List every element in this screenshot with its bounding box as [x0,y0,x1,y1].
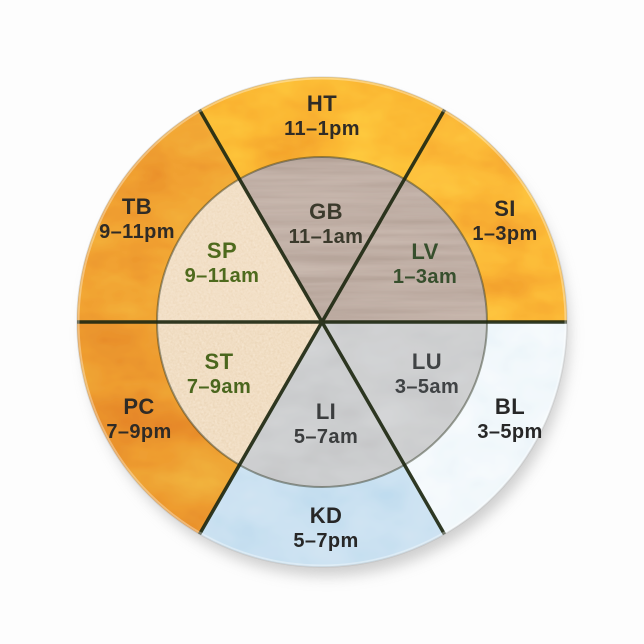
sector-ht-fire [199,76,445,180]
sector-ht-tint [199,76,445,180]
wedge-lu-metal [322,322,487,465]
sector-kd-tint [199,464,445,568]
wedge-lv-wood [322,179,487,322]
sector-pc-fire [77,322,240,535]
sector-tb-fire [76,109,240,322]
wedge-lu-tint [322,322,487,465]
sector-tb-tint [76,109,240,322]
sector-kd-water [199,464,445,568]
divider-lines [77,108,567,536]
sector-si-tint [404,109,567,322]
wedge-sp-earth [157,179,322,322]
plate-edge [76,76,568,568]
wedge-li-metal [239,322,405,488]
sector-si-fire [404,109,567,322]
plate-edge-highlight [76,76,568,568]
sector-pc-tint [77,322,240,535]
wedge-st-earth [157,322,322,465]
sector-bl-tint [404,322,567,535]
wedge-gb-wood [239,156,405,322]
wedge-sp-tint [157,179,322,322]
sector-bl-water [404,322,567,535]
